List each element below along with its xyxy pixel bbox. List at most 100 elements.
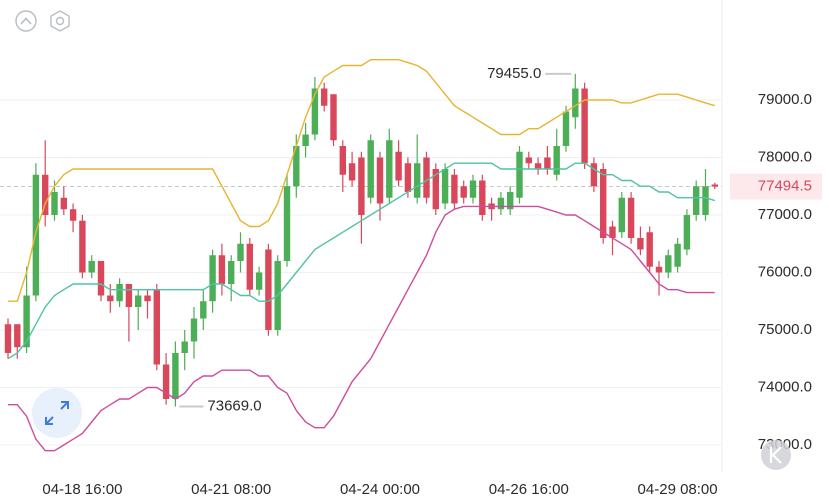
- candle-body: [674, 243, 681, 267]
- candle-body: [469, 180, 477, 198]
- y-tick-label: 76000.0: [758, 263, 812, 280]
- candle-body: [200, 301, 207, 319]
- x-tick-label: 04-18 16:00: [42, 481, 122, 498]
- y-tick-label: 77000.0: [758, 206, 812, 223]
- candle-body: [553, 145, 560, 175]
- candle-body: [302, 134, 309, 146]
- candle-body: [544, 157, 551, 169]
- candle-body: [451, 174, 458, 204]
- candle-body: [228, 260, 235, 284]
- candle-body: [702, 186, 709, 215]
- candle-body: [479, 180, 486, 215]
- candle-body: [311, 88, 319, 135]
- candle-body: [507, 191, 514, 210]
- candle-body: [218, 255, 226, 284]
- last-price-label: 77494.5: [758, 178, 812, 195]
- candle-body: [153, 289, 160, 365]
- expand-button[interactable]: [32, 388, 82, 438]
- candle-body: [79, 220, 86, 273]
- x-tick-label: 04-24 00:00: [340, 481, 420, 498]
- candle-body: [497, 197, 505, 210]
- candle-body: [618, 197, 625, 233]
- candle-body: [23, 295, 30, 348]
- y-tick-label: 74000.0: [758, 378, 812, 395]
- candle-body: [534, 163, 542, 169]
- candle-body: [693, 186, 700, 215]
- x-tick-label: 04-26 16:00: [489, 481, 569, 498]
- candle-body: [358, 157, 365, 215]
- candle-body: [265, 249, 272, 330]
- candle-body: [116, 283, 123, 302]
- candle-body: [237, 243, 244, 261]
- collapse-button[interactable]: [15, 10, 37, 32]
- band-line: [7, 162, 716, 360]
- candle-body: [321, 88, 328, 106]
- candle-body: [60, 197, 67, 210]
- candle-body: [516, 151, 523, 198]
- candle-body: [144, 295, 151, 302]
- y-tick-label: 78000.0: [758, 148, 812, 165]
- last-price-box: [730, 173, 822, 200]
- band-line: [8, 205, 715, 452]
- candle-body: [348, 163, 356, 181]
- candle-body: [395, 151, 402, 181]
- candle-body: [441, 168, 449, 204]
- candle-body: [88, 260, 95, 273]
- candle-body: [562, 111, 570, 146]
- candle-body: [42, 174, 49, 215]
- candle-body: [376, 157, 384, 204]
- candle-body: [209, 255, 216, 302]
- candle-body: [581, 88, 588, 164]
- candle-body: [460, 186, 467, 198]
- logo-button[interactable]: [761, 440, 791, 470]
- candle-body: [711, 184, 718, 187]
- candle-body: [404, 163, 412, 192]
- candle-body: [637, 237, 644, 250]
- max-label: 79455.0: [487, 65, 541, 82]
- candle-body: [572, 88, 579, 118]
- candle-body: [125, 283, 133, 307]
- candle-body: [683, 214, 691, 250]
- candle-body: [4, 324, 12, 353]
- candle-body: [190, 318, 198, 342]
- candle-body: [246, 243, 253, 290]
- candle-body: [525, 157, 532, 164]
- y-tick-label: 75000.0: [758, 321, 812, 338]
- x-tick-label: 04-29 08:00: [638, 481, 718, 498]
- candle-body: [14, 324, 21, 348]
- candle-body: [162, 364, 170, 399]
- candle-body: [135, 295, 142, 307]
- labels: 73000.074000.075000.076000.077000.078000…: [42, 65, 822, 498]
- candle-body: [432, 168, 439, 210]
- candle-body: [181, 341, 188, 353]
- candle-body: [590, 163, 598, 187]
- y-tick-label: 79000.0: [758, 91, 812, 108]
- candle-body: [107, 295, 114, 302]
- candle-body: [367, 140, 374, 198]
- candle-body: [609, 226, 616, 238]
- candle-body: [627, 197, 635, 238]
- band-line: [8, 59, 716, 302]
- candle-body: [414, 163, 421, 198]
- settings-button[interactable]: [50, 10, 70, 32]
- plot-area: [4, 59, 718, 452]
- candle-body: [293, 145, 300, 187]
- candle-body: [330, 94, 337, 141]
- candle-body: [69, 209, 77, 221]
- x-tick-label: 04-21 08:00: [191, 481, 271, 498]
- candle-body: [655, 266, 663, 273]
- candle-body: [665, 255, 672, 273]
- min-label: 73669.0: [207, 397, 261, 414]
- candle-body: [172, 352, 179, 399]
- candle-body: [339, 145, 346, 175]
- candle-body: [255, 272, 263, 290]
- candle-body: [386, 140, 393, 198]
- candle-body: [646, 232, 653, 267]
- candle-body: [600, 168, 607, 238]
- candle-body: [51, 191, 58, 215]
- candle-body: [283, 186, 291, 261]
- candle-body: [423, 157, 430, 198]
- candle-body: [97, 260, 105, 296]
